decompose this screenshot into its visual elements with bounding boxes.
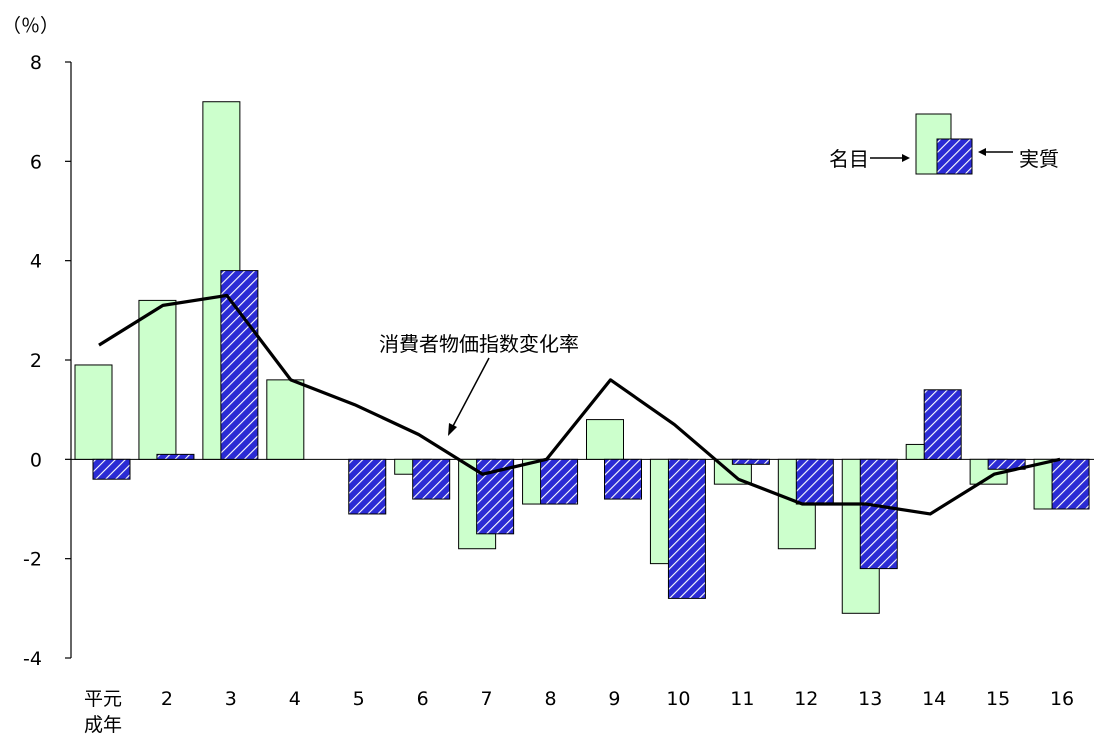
legend-swatch-real (936, 138, 973, 175)
bar-real (348, 458, 387, 515)
cpi-line (98, 293, 1061, 516)
bar-real (667, 458, 706, 599)
x-tick-label: 7 (481, 688, 493, 710)
x-tick-label: 15 (986, 688, 1010, 710)
bar-real (220, 270, 259, 460)
y-tick-label: 4 (30, 251, 42, 273)
bar-real (923, 389, 962, 460)
line-annotation-arrowhead (448, 423, 457, 436)
x-tick-label: 16 (1050, 688, 1074, 710)
bar-real (859, 458, 898, 570)
series-real-bars (92, 270, 1090, 599)
bar-real (604, 458, 642, 500)
bar-real (795, 458, 834, 505)
y-tick-label: 8 (30, 52, 42, 74)
y-tick-label: 0 (30, 449, 42, 471)
x-tick-label: 2 (161, 688, 173, 710)
x-tick-label: 12 (794, 688, 818, 710)
bar-real (92, 458, 131, 480)
bar-real (156, 453, 195, 460)
x-tick-label-line2: 成年 (84, 714, 122, 736)
series-cpi-line (98, 293, 1061, 516)
x-tick-label: 14 (922, 688, 946, 710)
legend-label-real: 実質 (1019, 147, 1059, 171)
y-tick-label: 6 (30, 151, 42, 173)
legend-label-nominal: 名目 (829, 147, 869, 171)
legend-arrowhead-real (978, 148, 986, 156)
bar-nominal (266, 379, 305, 460)
x-tick-label: 5 (353, 688, 365, 710)
bar-nominal (74, 364, 113, 460)
y-tick-label: -4 (23, 648, 42, 670)
legend-arrowhead-nominal (902, 154, 910, 162)
x-tick-label: 3 (225, 688, 237, 710)
x-tick-label: 13 (858, 688, 882, 710)
x-tick-label: 6 (417, 688, 429, 710)
x-tick-label: 8 (544, 688, 556, 710)
bar-nominal (138, 299, 177, 460)
bar-nominal (586, 419, 624, 460)
y-tick-label: -2 (23, 549, 42, 571)
x-tick-label: 平元 (84, 688, 122, 710)
bar-real (412, 458, 451, 500)
x-tick-label: 9 (608, 688, 620, 710)
y-tick-label: 2 (30, 350, 42, 372)
x-tick-label: 11 (730, 688, 754, 710)
bar-real (540, 458, 579, 505)
y-axis-unit-label: （％） (2, 15, 59, 37)
x-tick-label: 10 (666, 688, 690, 710)
line-annotation-pointer (451, 357, 490, 429)
bar-real (731, 458, 770, 465)
bar-real (987, 458, 1026, 470)
legend: 名目 実質 (829, 113, 1059, 175)
x-tick-label: 4 (289, 688, 301, 710)
line-annotation-label: 消費者物価指数変化率 (379, 332, 579, 356)
bar-real (1051, 458, 1090, 510)
